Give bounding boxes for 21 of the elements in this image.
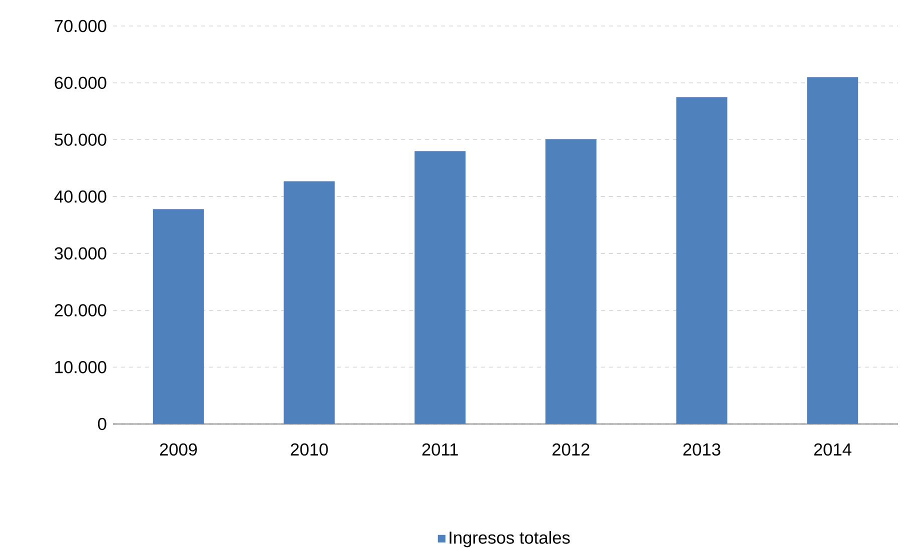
y-tick-label: 40.000 — [54, 190, 106, 203]
bar — [152, 209, 204, 424]
x-tick-label: 2009 — [160, 444, 197, 456]
bar — [545, 139, 596, 424]
x-tick-label: 2014 — [814, 444, 852, 456]
y-tick-label: 30.000 — [54, 247, 106, 260]
y-tick-label: 50.000 — [54, 134, 106, 146]
bar — [414, 151, 466, 424]
x-tick-label: 2012 — [552, 444, 590, 456]
y-tick-label: 10.000 — [55, 361, 106, 374]
x-tick-label: 2011 — [422, 444, 458, 456]
y-tick-label: 60.000 — [54, 76, 106, 90]
bar — [284, 181, 335, 424]
legend-label: Ingresos totales — [450, 531, 570, 548]
bar — [807, 77, 858, 424]
x-tick-label: 2010 — [290, 444, 328, 456]
y-tick-label: 20.000 — [54, 304, 106, 317]
x-tick-label: 2013 — [683, 444, 720, 456]
bar — [676, 97, 728, 424]
y-tick-label: 0 — [98, 418, 106, 430]
y-tick-label: 70.000 — [54, 20, 106, 32]
